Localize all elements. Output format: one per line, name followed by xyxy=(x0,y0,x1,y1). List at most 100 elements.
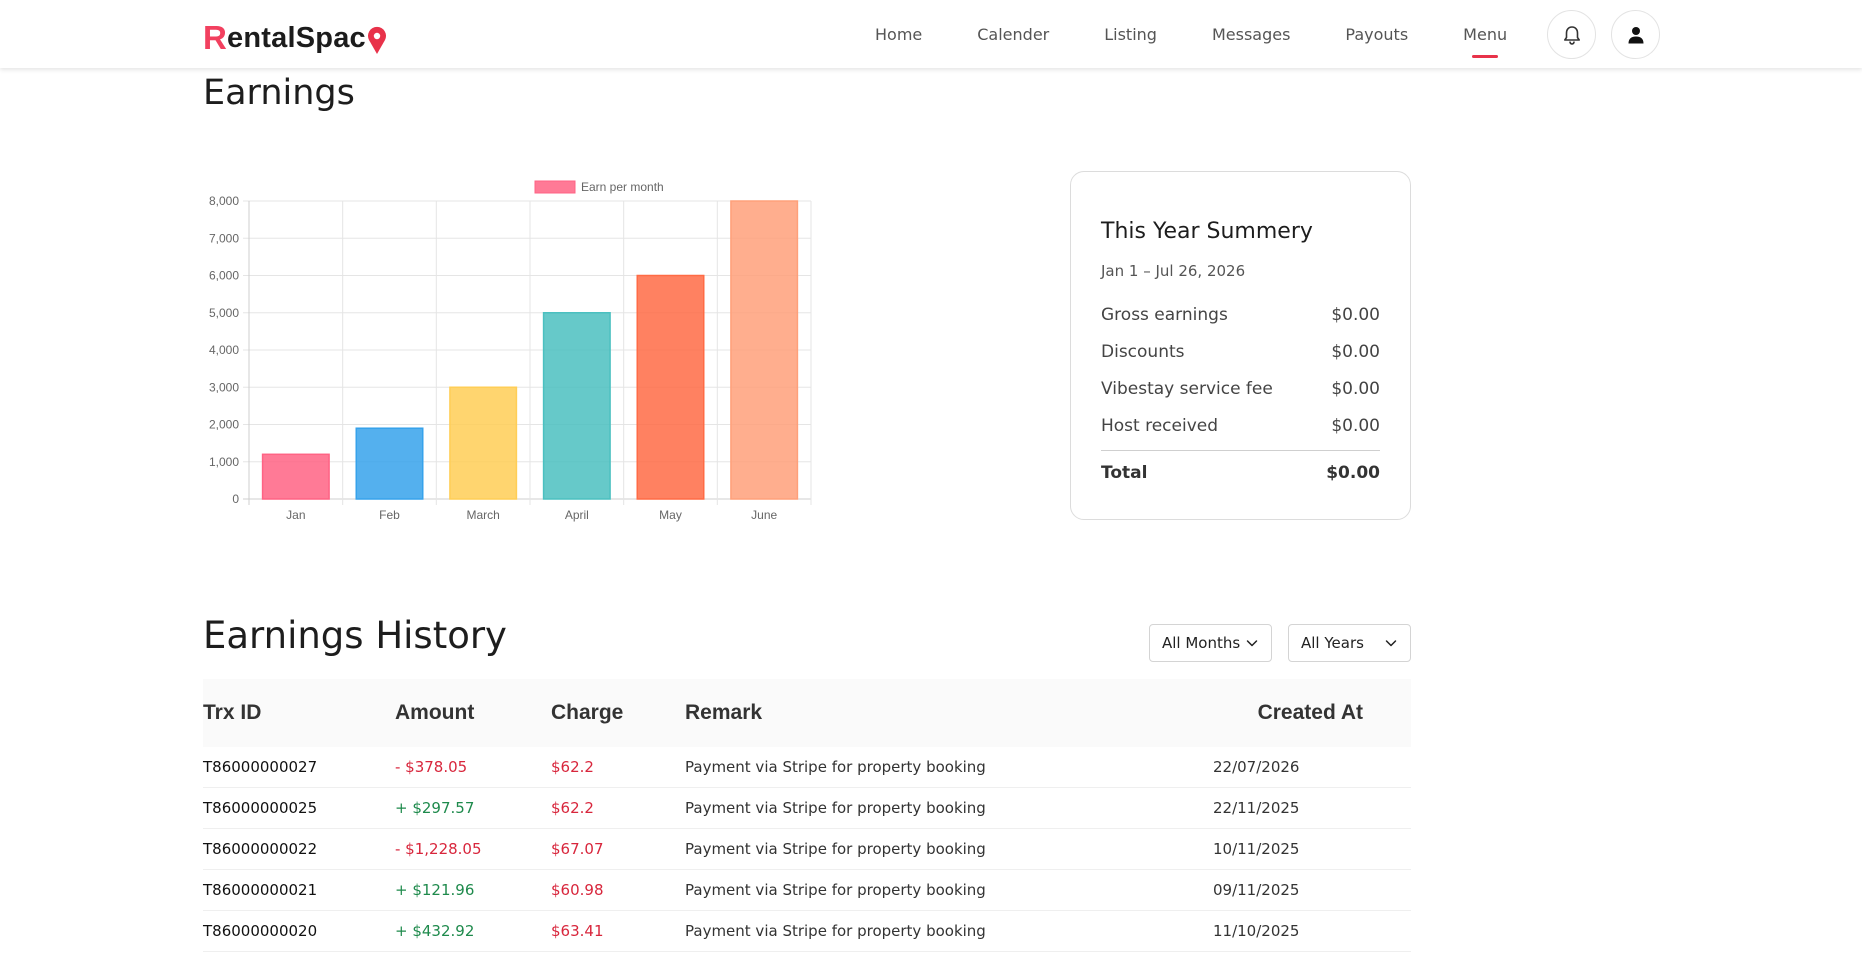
summary-value: $0.00 xyxy=(1331,304,1380,325)
cell-created-at: 22/11/2025 xyxy=(1213,799,1300,817)
cell-remark: Payment via Stripe for property booking xyxy=(685,840,986,858)
table-header: Trx ID Amount Charge Remark Created At xyxy=(203,679,1411,747)
cell-remark: Payment via Stripe for property booking xyxy=(685,799,986,817)
cell-trx-id: T86000000020 xyxy=(203,922,318,940)
bar-feb xyxy=(355,427,424,500)
y-tick-label: 7,000 xyxy=(209,231,239,245)
summary-label: Gross earnings xyxy=(1101,304,1228,325)
x-tick-label: Feb xyxy=(379,508,400,522)
legend-swatch xyxy=(534,180,576,194)
month-filter-value: All Months xyxy=(1162,634,1240,652)
earnings-history-table: Trx ID Amount Charge Remark Created At T… xyxy=(203,679,1411,952)
bell-icon xyxy=(1563,25,1580,45)
summary-total-row: Total $0.00 xyxy=(1101,463,1380,483)
table-row: T86000000021 + $121.96 $60.98 Payment vi… xyxy=(203,870,1411,911)
cell-trx-id: T86000000022 xyxy=(203,840,318,858)
chevron-down-icon xyxy=(1246,640,1258,647)
cell-amount: - $378.05 xyxy=(395,758,468,776)
cell-charge: $63.41 xyxy=(551,922,604,940)
y-tick-label: 2,000 xyxy=(209,418,239,432)
cell-amount: + $121.96 xyxy=(395,881,475,899)
cell-amount: + $297.57 xyxy=(395,799,475,817)
summary-label: Vibestay service fee xyxy=(1101,378,1273,399)
bar-may xyxy=(636,274,705,500)
cell-remark: Payment via Stripe for property booking xyxy=(685,922,986,940)
year-filter-select[interactable]: All Years xyxy=(1288,624,1411,662)
y-tick-label: 4,000 xyxy=(209,343,239,357)
summary-row-gross-earnings: Gross earnings $0.00 xyxy=(1101,296,1380,333)
profile-button[interactable] xyxy=(1611,10,1660,59)
column-header-remark: Remark xyxy=(685,701,763,724)
cell-created-at: 11/10/2025 xyxy=(1213,922,1300,940)
column-header-created-at: Created At xyxy=(1257,701,1363,724)
main-nav: Home Calender Listing Messages Payouts M… xyxy=(875,0,1562,68)
summary-label: Host received xyxy=(1101,415,1219,436)
cell-trx-id: T86000000027 xyxy=(203,758,318,776)
cell-charge: $60.98 xyxy=(551,881,604,899)
cell-trx-id: T86000000025 xyxy=(203,799,318,817)
logo-letter-r: R xyxy=(203,19,228,56)
table-row: T86000000020 + $432.92 $63.41 Payment vi… xyxy=(203,911,1411,952)
notifications-button[interactable] xyxy=(1547,10,1596,59)
summary-total-label: Total xyxy=(1101,463,1148,483)
summary-label: Discounts xyxy=(1101,341,1185,362)
y-tick-label: 8,000 xyxy=(209,194,239,208)
earnings-bar-chart: 0 1,000 2,000 3,000 4,000 5,000 6,000 7,000 8,00… xyxy=(196,170,926,535)
logo-text: entalSpac xyxy=(227,22,366,54)
summary-date-range: Jan 1 – Jul 26, 2026 xyxy=(1101,262,1246,280)
x-tick-label: April xyxy=(565,508,589,522)
summary-row-discounts: Discounts $0.00 xyxy=(1101,333,1380,370)
summary-divider xyxy=(1101,450,1380,451)
cell-charge: $67.07 xyxy=(551,840,604,858)
summary-row-host-received: Host received $0.00 xyxy=(1101,407,1380,444)
nav-menu[interactable]: Menu xyxy=(1463,24,1508,58)
year-summary-card: This Year Summery Jan 1 – Jul 26, 2026 G… xyxy=(1070,171,1411,520)
nav-listing[interactable]: Listing xyxy=(1104,24,1157,44)
cell-remark: Payment via Stripe for property booking xyxy=(685,758,986,776)
cell-charge: $62.2 xyxy=(551,799,594,817)
table-row: T86000000022 - $1,228.05 $67.07 Payment … xyxy=(203,829,1411,870)
column-header-charge: Charge xyxy=(551,701,624,724)
earnings-history-title: Earnings History xyxy=(203,614,507,657)
cell-amount: + $432.92 xyxy=(395,922,475,940)
table-row: T86000000025 + $297.57 $62.2 Payment via… xyxy=(203,788,1411,829)
x-tick-label: June xyxy=(751,508,777,522)
y-tick-label: 1,000 xyxy=(209,455,239,469)
month-filter-select[interactable]: All Months xyxy=(1149,624,1272,662)
bar-jan xyxy=(261,453,330,500)
cell-trx-id: T86000000021 xyxy=(203,881,318,899)
summary-value: $0.00 xyxy=(1331,378,1380,399)
location-pin-icon xyxy=(366,20,388,54)
bar-april xyxy=(542,312,611,500)
column-header-trx-id: Trx ID xyxy=(203,701,262,724)
chart-plot-group: 0 1,000 2,000 3,000 4,000 5,000 6,000 7,000 8,00… xyxy=(209,180,812,522)
nav-calender[interactable]: Calender xyxy=(977,24,1050,44)
x-tick-label: March xyxy=(466,508,499,522)
user-icon xyxy=(1628,26,1643,43)
nav-messages[interactable]: Messages xyxy=(1211,24,1291,44)
bar-march xyxy=(449,386,518,500)
top-navigation-bar: R entalSpac e Home Calender Listing Mess… xyxy=(0,0,1862,68)
summary-value: $0.00 xyxy=(1331,341,1380,362)
nav-payouts[interactable]: Payouts xyxy=(1345,24,1409,44)
summary-value: $0.00 xyxy=(1331,415,1380,436)
summary-title: This Year Summery xyxy=(1101,219,1313,244)
bar-june xyxy=(730,200,799,500)
cell-created-at: 09/11/2025 xyxy=(1213,881,1300,899)
table-row: T86000000027 - $378.05 $62.2 Payment via… xyxy=(203,747,1411,788)
legend-label: Earn per month xyxy=(581,180,664,194)
cell-amount: - $1,228.05 xyxy=(395,840,482,858)
cell-created-at: 10/11/2025 xyxy=(1213,840,1300,858)
y-tick-label: 5,000 xyxy=(209,306,239,320)
column-header-amount: Amount xyxy=(395,701,475,724)
x-tick-label: Jan xyxy=(286,508,305,522)
y-tick-label: 3,000 xyxy=(209,380,239,394)
chevron-down-icon xyxy=(1385,640,1397,647)
cell-charge: $62.2 xyxy=(551,758,594,776)
rentalspace-logo[interactable]: R entalSpac e xyxy=(203,14,388,54)
year-filter-value: All Years xyxy=(1301,634,1364,652)
x-tick-label: May xyxy=(659,508,682,522)
page-title: Earnings xyxy=(203,73,355,113)
y-tick-label: 0 xyxy=(232,492,239,506)
nav-home[interactable]: Home xyxy=(875,24,923,44)
